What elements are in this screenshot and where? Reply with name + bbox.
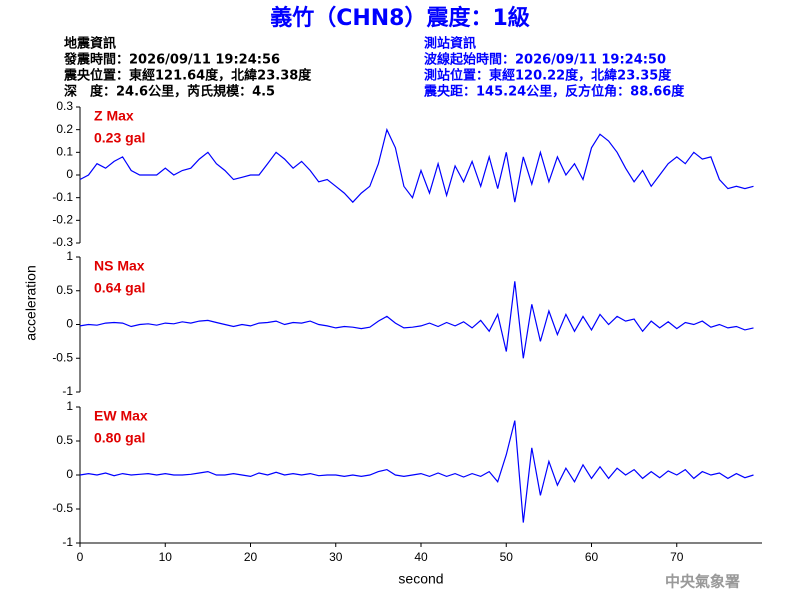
x-tick-label: 0	[77, 550, 84, 564]
x-tick-label: 10	[159, 550, 173, 564]
annotation: 0.64 gal	[94, 280, 145, 296]
x-tick-label: 70	[670, 550, 684, 564]
annotation: Z Max	[94, 108, 134, 124]
y-tick-label: 0.5	[56, 283, 73, 297]
annotation: 0.23 gal	[94, 130, 145, 146]
y-tick-label: 0.1	[56, 145, 73, 159]
y-tick-label: 0	[66, 467, 73, 481]
info-line: 波線起始時間：2026/09/11 19:24:50	[424, 52, 666, 68]
info-line: 發震時間：2026/09/11 19:24:56	[63, 52, 280, 68]
y-tick-label: -1	[62, 384, 73, 398]
x-tick-label: 20	[244, 550, 258, 564]
y-tick-label: -0.5	[52, 501, 73, 515]
x-tick-label: 50	[500, 550, 514, 564]
info-line: 震央距：145.24公里，反方位角：88.66度	[423, 84, 685, 100]
info-line: 地震資訊	[64, 36, 116, 52]
y-tick-label: -0.2	[52, 213, 73, 227]
waveform	[79, 281, 754, 359]
info-line: 測站資訊	[424, 36, 476, 52]
y-tick-label: -0.3	[52, 235, 73, 249]
y-axis-label: acceleration	[23, 265, 39, 341]
x-tick-label: 30	[329, 550, 343, 564]
waveform	[79, 420, 754, 523]
y-tick-label: -1	[62, 535, 73, 549]
waveform	[79, 127, 754, 204]
y-tick-label: 0.2	[56, 122, 73, 136]
info-line: 震央位置：東經121.64度，北緯23.38度	[63, 68, 312, 84]
y-tick-label: -0.1	[52, 190, 73, 204]
x-axis-label: second	[398, 571, 443, 587]
y-tick-label: 0.5	[56, 433, 73, 447]
y-tick-label: 0	[66, 317, 73, 331]
x-tick-label: 60	[585, 550, 599, 564]
chart-title: 義竹（CHN8）震度：1級	[270, 5, 530, 31]
annotation: 0.80 gal	[94, 430, 145, 446]
x-tick-label: 40	[414, 550, 428, 564]
footer: 中央氣象署	[665, 573, 740, 591]
y-tick-label: 1	[66, 399, 73, 413]
info-line: 深 度：24.6公里，芮氏規模：4.5	[64, 84, 275, 100]
y-tick-label: 0.3	[56, 99, 73, 113]
y-tick-label: 1	[66, 249, 73, 263]
annotation: EW Max	[94, 408, 148, 424]
info-line: 測站位置：東經120.22度，北緯23.35度	[424, 68, 672, 84]
y-tick-label: 0	[66, 167, 73, 181]
annotation: NS Max	[94, 258, 145, 274]
y-tick-label: -0.5	[52, 350, 73, 364]
